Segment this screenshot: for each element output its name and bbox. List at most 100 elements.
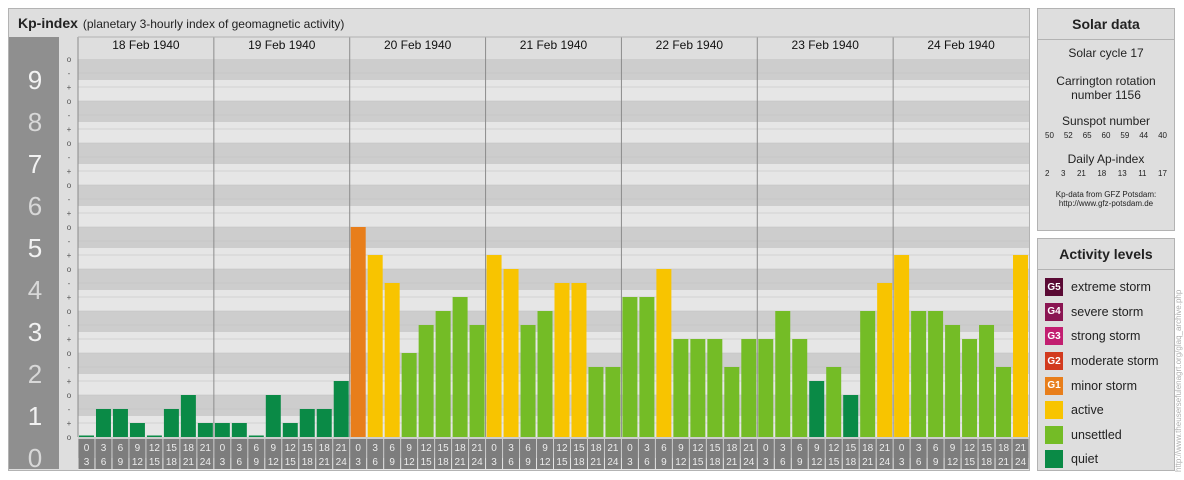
chart-title-text: Kp-index: [18, 15, 78, 31]
interval-end-label: 18: [981, 457, 993, 468]
interval-start-label: 0: [220, 443, 226, 454]
interval-start-label: 3: [101, 443, 107, 454]
interval-start-label: 12: [421, 443, 433, 454]
sunspot-label: Sunspot number: [1061, 114, 1151, 128]
minor-tick-column: [59, 37, 78, 469]
interval-start-label: 6: [389, 443, 395, 454]
interval-end-label: 12: [268, 457, 280, 468]
interval-box: [944, 439, 961, 469]
ap-value: 21: [1076, 169, 1086, 178]
interval-end-label: 15: [149, 457, 161, 468]
solar-data-heading: Solar data: [1038, 9, 1174, 40]
day-label: 18 Feb 1940: [112, 38, 180, 52]
watermark: http://www.theusersefulenagrt.org/glaq_a…: [1174, 289, 1183, 472]
interval-end-label: 21: [998, 457, 1010, 468]
minor-tick-label: -: [68, 279, 71, 288]
interval-start-label: 9: [678, 443, 684, 454]
interval-start-label: 0: [491, 443, 497, 454]
interval-box: [910, 439, 927, 469]
legend-swatch: G1: [1045, 376, 1063, 395]
interval-start-label: 0: [355, 443, 361, 454]
interval-box: [791, 439, 808, 469]
kp-bar: [197, 423, 213, 437]
interval-end-label: 15: [285, 457, 297, 468]
activity-legend-item: G4 severe storm: [1038, 300, 1174, 325]
interval-end-label: 24: [200, 457, 212, 468]
carrington-line-2: number 1156: [1071, 88, 1141, 102]
kp-bar: [1013, 255, 1028, 437]
interval-box: [876, 439, 893, 469]
minor-tick-label: o: [67, 97, 72, 106]
kp-bar: [690, 339, 706, 437]
day-label: 19 Feb 1940: [248, 38, 316, 52]
interval-box: [129, 439, 146, 469]
interval-end-label: 9: [661, 457, 667, 468]
kp-bar: [503, 269, 519, 437]
y-tick-label: 7: [28, 149, 42, 179]
interval-box: [638, 439, 655, 469]
interval-end-label: 15: [556, 457, 568, 468]
kp-bar: [367, 255, 383, 437]
legend-label: severe storm: [1071, 304, 1144, 319]
minor-tick-label: o: [67, 391, 72, 400]
interval-box: [655, 439, 672, 469]
interval-end-label: 9: [525, 457, 531, 468]
interval-start-label: 9: [271, 443, 277, 454]
interval-end-label: 21: [319, 457, 331, 468]
interval-start-label: 3: [780, 443, 786, 454]
sunspot-value: 40: [1158, 131, 1167, 140]
ap-block: Daily Ap-index 2 3 21 18 13 11 17: [1038, 152, 1174, 178]
kp-bar: [146, 435, 162, 437]
legend-swatch: G4: [1045, 302, 1063, 321]
interval-start-label: 21: [1015, 443, 1027, 454]
kp-bar: [129, 423, 145, 437]
sunspot-value: 59: [1120, 131, 1130, 140]
kp-bar: [894, 255, 910, 437]
interval-end-label: 9: [389, 457, 395, 468]
carrington-rotation: Carrington rotation number 1156: [1038, 74, 1174, 102]
kp-bar: [860, 311, 876, 437]
kp-bar: [299, 408, 315, 437]
kp-bar: [826, 366, 842, 437]
kp-bar: [928, 311, 944, 437]
interval-box: [740, 439, 757, 469]
grid-band: [78, 143, 1029, 164]
interval-box: [587, 439, 604, 469]
grid-band: [78, 122, 1029, 143]
kp-bar: [792, 339, 808, 437]
interval-box: [570, 439, 587, 469]
kp-bar: [741, 339, 757, 437]
grid-band: [78, 416, 1029, 437]
sunspot-values: 50 52 65 60 59 44 40: [1038, 131, 1174, 140]
interval-box: [604, 439, 621, 469]
sunspot-block: Sunspot number 50 52 65 60 59 44 40: [1038, 114, 1174, 140]
kp-bar: [979, 324, 995, 437]
interval-box: [503, 439, 520, 469]
minor-tick-label: o: [67, 349, 72, 358]
interval-start-label: 15: [166, 443, 178, 454]
interval-end-label: 18: [845, 457, 857, 468]
interval-start-label: 21: [743, 443, 755, 454]
kp-bar: [435, 311, 451, 437]
interval-box: [927, 439, 944, 469]
interval-start-label: 12: [285, 443, 297, 454]
interval-start-label: 21: [472, 443, 484, 454]
day-label: 20 Feb 1940: [384, 38, 452, 52]
interval-box: [961, 439, 978, 469]
minor-tick-label: +: [67, 83, 72, 92]
interval-start-label: 15: [302, 443, 314, 454]
interval-box: [808, 439, 825, 469]
grid-band: [78, 227, 1029, 248]
grid-band: [78, 458, 1029, 470]
credit-link[interactable]: http://www.gfz-potsdam.de: [1058, 199, 1154, 208]
minor-tick-label: o: [67, 139, 72, 148]
minor-tick-label: o: [67, 433, 72, 442]
interval-box: [384, 439, 401, 469]
legend-label: moderate storm: [1071, 354, 1159, 369]
interval-box: [452, 439, 469, 469]
interval-end-label: 24: [1015, 457, 1027, 468]
interval-end-label: 3: [627, 457, 633, 468]
kp-bar: [622, 297, 638, 437]
legend-label: extreme storm: [1071, 280, 1151, 295]
interval-start-label: 3: [237, 443, 243, 454]
